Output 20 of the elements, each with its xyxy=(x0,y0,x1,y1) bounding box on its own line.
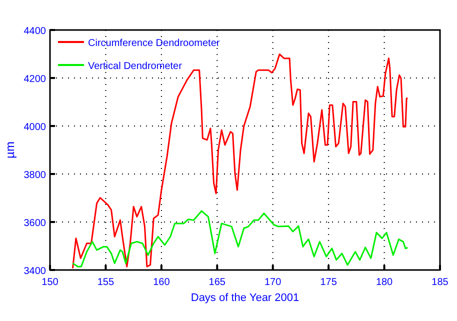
legend-label: Circumference Dendroometer xyxy=(88,38,220,49)
x-tick-label: 150 xyxy=(42,277,59,288)
x-tick-label: 175 xyxy=(320,277,338,288)
y-tick-label: 4000 xyxy=(24,122,46,133)
y-tick-label: 3800 xyxy=(24,170,46,181)
line-series xyxy=(72,53,408,270)
x-tick-label: 170 xyxy=(264,277,282,288)
y-axis-title: µm xyxy=(3,142,17,158)
x-tick-label: 180 xyxy=(376,277,394,288)
line-series xyxy=(72,210,408,268)
y-tick-label: 3600 xyxy=(24,218,46,229)
legend-label: Vertical Dendrometer xyxy=(88,61,183,72)
y-tick-label: 4400 xyxy=(24,26,46,37)
x-tick-label: 155 xyxy=(97,277,114,288)
x-axis-title: Days of the Year 2001 xyxy=(190,292,300,304)
x-tick-label: 165 xyxy=(208,277,226,288)
x-tick-label: 185 xyxy=(432,277,449,288)
x-tick-label: 160 xyxy=(153,277,170,288)
y-tick-label: 4200 xyxy=(24,74,46,85)
y-tick-label: 3400 xyxy=(24,266,46,277)
